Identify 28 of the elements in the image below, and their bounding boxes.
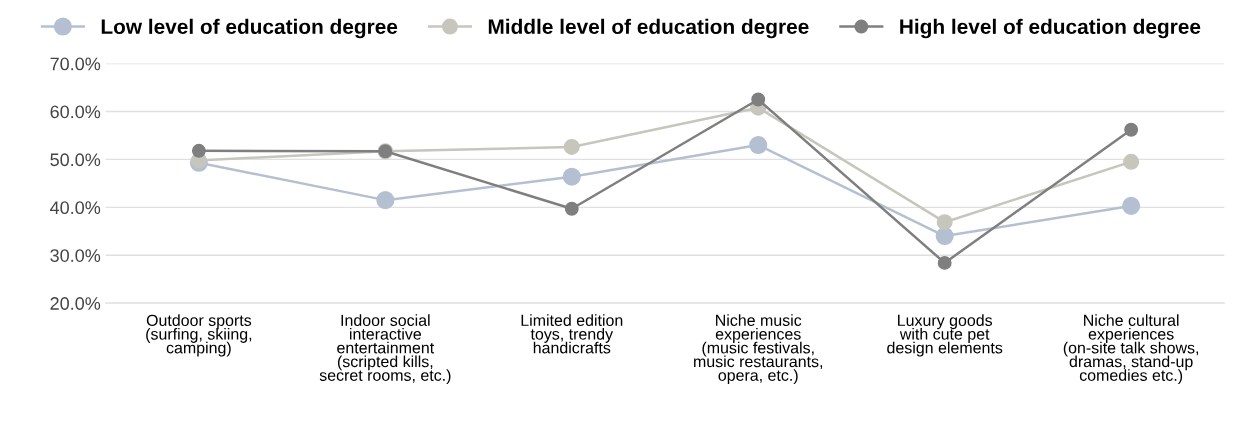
point [562,167,581,186]
x-tick-label: Niche music experiences (music festivals, music restaurants, opera, etc.) [694,314,823,385]
point [937,255,952,270]
point [563,138,580,155]
y-tick-label: 40.0% [50,201,101,215]
point [376,191,395,210]
x-tick-label: Indoor social interactive entertainment (scripted kills, secret rooms, etc.) [319,314,451,385]
point [191,143,206,158]
point [564,201,579,216]
y-tick-label: 60.0% [50,105,101,119]
y-tick-label: 50.0% [50,153,101,167]
x-tick-label: Outdoor sports (surfing, skiing, camping) [146,314,252,357]
y-tick-label: 30.0% [50,249,101,262]
y-tick-label: 70.0% [50,57,101,71]
point [1124,122,1139,137]
legend-label: High level of education degree [900,18,1201,39]
legend-label: Middle level of education degree [488,18,809,39]
point [936,214,953,231]
x-tick-label: Limited edition toys, trendy handicrafts [521,314,623,354]
y-tick-label: 20.0% [50,297,101,310]
x-tick-label: Luxury goods with cute pet design elements [887,314,1003,357]
point [1123,153,1140,170]
point [935,227,954,246]
point [749,136,768,155]
x-tick-label: Niche cultural experiences (on-site talk shows, dramas, stand-up comedies etc.) [1063,314,1199,385]
legend-label: Low level of education degree [101,18,398,39]
point [751,92,766,107]
point [1122,196,1141,215]
